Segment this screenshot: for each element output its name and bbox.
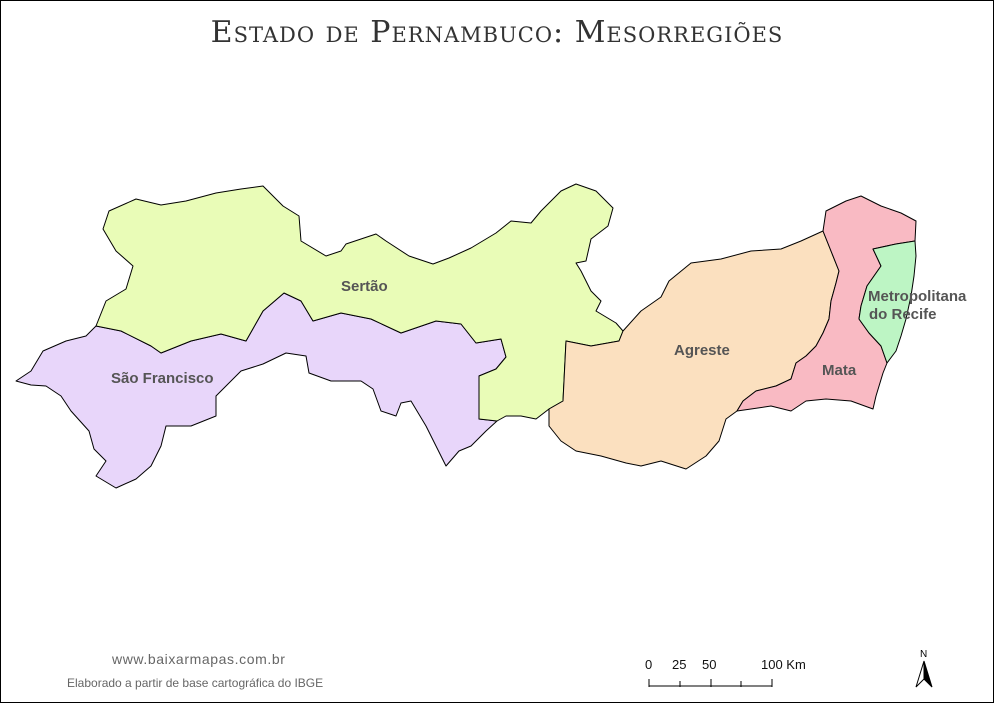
label-sertao: Sertão bbox=[341, 278, 388, 295]
region-metropolitana-do-recife[interactable] bbox=[858, 240, 917, 364]
label-metropolitana-line1: Metropolitana bbox=[868, 288, 967, 305]
label-mata: Mata bbox=[822, 362, 857, 379]
label-agreste: Agreste bbox=[674, 342, 730, 359]
north-arrow-icon: N bbox=[915, 649, 933, 688]
source-credit: Elaborado a partir de base cartográfica … bbox=[67, 676, 324, 690]
label-metropolitana-line2: do Recife bbox=[869, 306, 937, 323]
scale-label-100: 100 Km bbox=[761, 657, 806, 672]
map-title: Estado de Pernambuco: Mesorregiões bbox=[210, 15, 784, 50]
website-credit: www.baixarmapas.com.br bbox=[112, 651, 286, 667]
scale-bar: 0 25 50 100 Km bbox=[645, 657, 806, 687]
scale-label-25: 25 bbox=[672, 657, 686, 672]
scale-label-50: 50 bbox=[702, 657, 716, 672]
region-mata[interactable] bbox=[736, 195, 917, 412]
north-label: N bbox=[920, 649, 927, 660]
scale-label-0: 0 bbox=[645, 657, 652, 672]
label-sao-francisco: São Francisco bbox=[111, 370, 214, 387]
